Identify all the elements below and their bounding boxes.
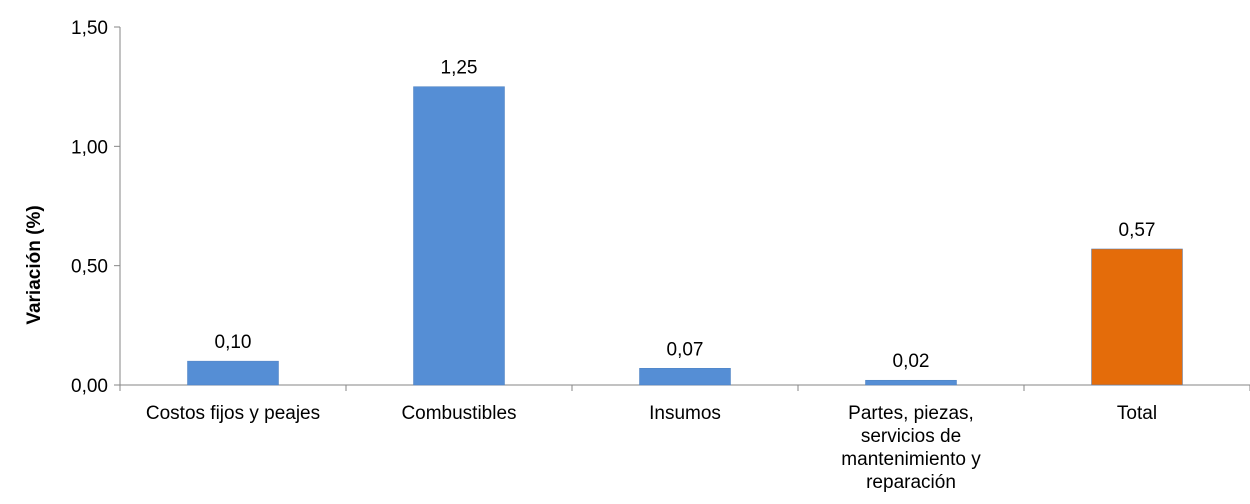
bar bbox=[413, 86, 505, 386]
category-label: Partes, piezas, servicios de mantenimiento… bbox=[841, 403, 981, 493]
data-labels: 0,10 1,25 0,07 0,02 0,57 bbox=[215, 58, 1156, 373]
bar bbox=[187, 360, 279, 386]
category-label: Combustibles bbox=[401, 403, 516, 424]
bar bbox=[639, 368, 731, 386]
category-label: Total bbox=[1117, 403, 1157, 424]
category-label: Costos fijos y peajes bbox=[146, 403, 320, 424]
data-label: 0,57 bbox=[1119, 220, 1156, 241]
category-labels: Costos fijos y peajes Combustibles Insumos… bbox=[146, 403, 1157, 493]
y-tick-label: 1,50 bbox=[71, 18, 108, 39]
y-axis-title: Variación (%) bbox=[24, 205, 45, 324]
y-tick-label: 0,00 bbox=[71, 376, 108, 397]
data-label: 0,07 bbox=[667, 339, 704, 360]
bar bbox=[865, 379, 957, 386]
y-axis-ticks: 0,00 0,50 1,00 1,50 bbox=[71, 18, 120, 397]
data-label: 0,10 bbox=[215, 332, 252, 353]
chart-axes bbox=[114, 27, 1250, 391]
data-label: 1,25 bbox=[441, 58, 478, 79]
category-label: Insumos bbox=[649, 403, 721, 424]
bar-series bbox=[187, 86, 1183, 386]
data-label: 0,02 bbox=[893, 351, 930, 372]
y-tick-label: 1,00 bbox=[71, 137, 108, 158]
bar bbox=[1091, 248, 1183, 386]
y-tick-label: 0,50 bbox=[71, 257, 108, 278]
